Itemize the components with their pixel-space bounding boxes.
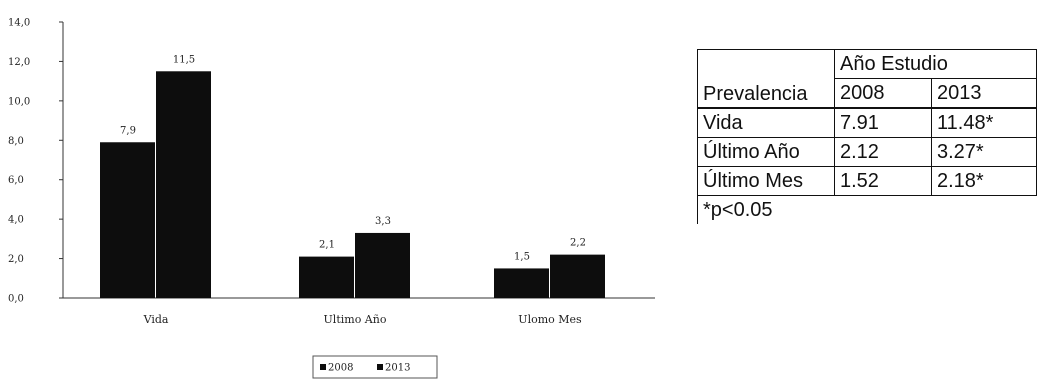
year-2008-header: 2008 <box>834 78 932 109</box>
table-corner <box>697 49 835 79</box>
footnote: *p<0.05 <box>697 195 835 224</box>
data-label: 11,5 <box>173 54 195 65</box>
cell-2013: 11.48* <box>931 107 1037 138</box>
cell-2013: 2.18* <box>931 166 1037 196</box>
legend-box <box>312 355 438 379</box>
cell-2008: 7.91 <box>834 107 932 138</box>
category-label: Vida <box>143 313 169 326</box>
bar-chart: 0,0 2,0 4,0 6,0 8,0 10,0 12,0 14,0 7,9 11,5 2,1 3,… <box>8 18 655 379</box>
category-labels: Vida Ultimo Año Ulomo Mes <box>143 313 582 326</box>
data-label: 7,9 <box>120 125 136 136</box>
legend: 2008 2013 <box>312 355 438 379</box>
row-label: Último Mes <box>697 166 835 196</box>
legend-label: 2008 <box>328 363 353 374</box>
table-row: Último Mes 1.52 2.18* <box>697 166 1037 196</box>
bar <box>355 232 410 298</box>
y-tick-label: 6,0 <box>8 175 24 186</box>
prevalence-table: Año Estudio Prevalencia 2008 2013 Vida 7… <box>697 49 1037 224</box>
row-label: Vida <box>697 107 835 138</box>
cell-2013: 3.27* <box>931 137 1037 167</box>
cell-2008: 2.12 <box>834 137 932 167</box>
row-label: Último Año <box>697 137 835 167</box>
data-label: 2,2 <box>570 238 586 249</box>
table-row: Vida 7.91 11.48* <box>697 107 1037 138</box>
data-label: 1,5 <box>514 251 530 262</box>
row-header: Prevalencia <box>697 78 835 109</box>
bars <box>100 71 605 299</box>
data-labels: 7,9 11,5 2,1 3,3 1,5 2,2 <box>120 54 586 262</box>
year-2013-header: 2013 <box>931 78 1037 109</box>
legend-swatch <box>377 364 383 370</box>
bar <box>100 142 155 298</box>
cell-2008: 1.52 <box>834 166 932 196</box>
y-tick-label: 10,0 <box>8 96 30 107</box>
y-tick-label: 14,0 <box>8 18 30 29</box>
y-tick-label: 8,0 <box>8 136 24 147</box>
data-label: 3,3 <box>375 216 391 227</box>
bar <box>156 71 211 299</box>
bar <box>494 268 549 298</box>
legend-swatch <box>320 364 326 370</box>
y-tick-label: 12,0 <box>8 57 30 68</box>
y-tick-label: 4,0 <box>8 215 24 226</box>
y-tick-label: 0,0 <box>8 294 24 305</box>
category-label: Ultimo Año <box>324 313 387 326</box>
table-row: Último Año 2.12 3.27* <box>697 137 1037 167</box>
bar <box>550 254 605 298</box>
legend-label: 2013 <box>385 363 410 374</box>
y-tick-label: 2,0 <box>8 254 24 265</box>
category-label: Ulomo Mes <box>518 313 582 326</box>
year-header: Año Estudio <box>834 49 1037 79</box>
bar <box>299 256 354 298</box>
data-label: 2,1 <box>319 240 335 251</box>
